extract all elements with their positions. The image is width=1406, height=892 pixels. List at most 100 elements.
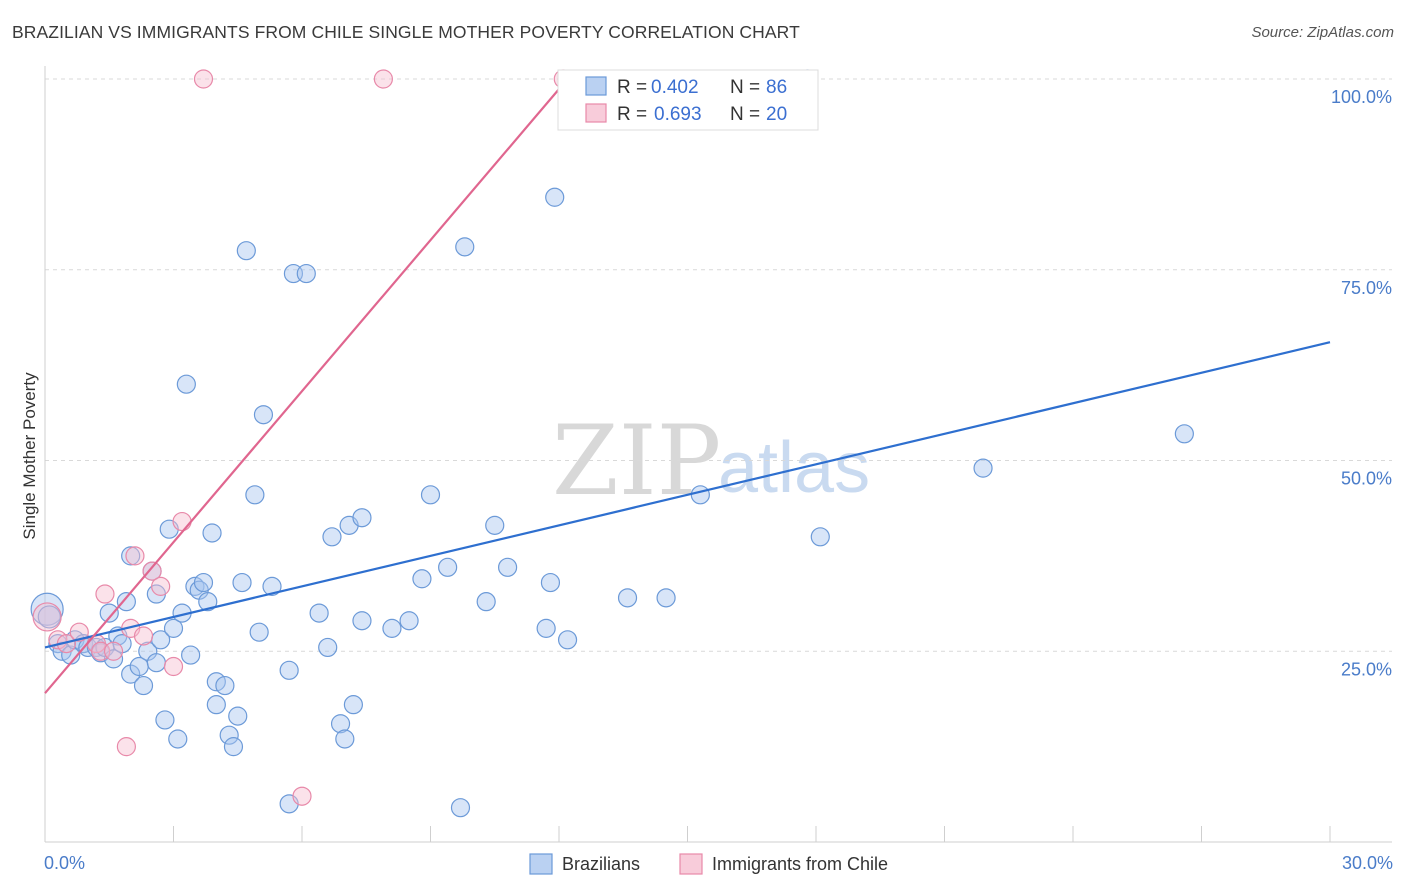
point-brazilians-60 [352,508,372,528]
point-brazilians-38 [206,695,226,715]
point-brazilians-78 [690,485,710,505]
point-chile-12 [142,561,162,581]
point-chile-6 [95,584,115,604]
point-brazilians-76 [617,588,638,608]
point-brazilians-80 [810,527,830,547]
point-brazilians-62 [382,618,402,638]
bottom-legend-swatch-blue [529,853,553,875]
series-legend: Brazilians Immigrants from Chile [529,853,888,875]
point-brazilians-28 [168,729,188,749]
point-brazilians-17 [121,546,141,566]
bottom-legend-swatch-pink [679,853,703,875]
point-brazilians-27 [163,618,184,638]
legend-r-value-2: 0.693 [654,104,702,125]
point-brazilians-59 [343,695,363,715]
point-brazilians-64 [412,569,432,589]
y-tick-label-75: 75.0% [1341,278,1392,298]
point-brazilians-82 [1174,424,1194,444]
point-chile-3 [69,622,89,642]
point-brazilians-34 [193,572,214,593]
point-brazilians-66 [438,557,458,577]
point-brazilians-52 [296,263,316,284]
point-chile-18 [373,69,393,89]
source-label: Source: ZipAtlas.com [1251,24,1394,41]
point-brazilians-65 [420,485,441,505]
point-brazilians-81 [973,458,993,478]
legend-swatch-blue [585,76,607,96]
point-brazilians-63 [399,611,419,631]
point-chile-10 [125,546,145,566]
watermark-atlas: atlas [718,428,870,508]
point-brazilians-35 [198,592,218,612]
point-brazilians-42 [228,706,248,726]
point-chile-15 [172,511,192,532]
y-tick-label-100: 100.0% [1331,87,1392,107]
point-brazilians-19 [133,675,154,696]
point-brazilians-15 [116,592,136,612]
point-brazilians-46 [249,622,269,642]
trend-lines [44,78,1331,694]
point-brazilians-48 [262,576,282,596]
point-brazilians-70 [485,515,505,535]
point-brazilians-77 [656,588,676,608]
point-brazilians-40 [219,725,239,745]
point-chile-13 [151,576,171,596]
legend-n-value-2: 20 [766,104,787,125]
legend-r-label-1: R = [617,77,647,98]
point-brazilians-53 [309,603,329,623]
legend-r-value-1: 0.402 [651,77,699,98]
point-brazilians-73 [540,572,561,593]
point-chile-7 [103,641,124,661]
axes [44,66,1392,843]
point-brazilians-71 [498,557,518,577]
point-brazilians-74 [545,187,565,207]
point-brazilians-61 [352,611,372,631]
point-chile-0 [32,602,62,632]
point-brazilians-43 [232,572,252,593]
point-brazilians-23 [146,653,166,673]
trend-line-chile [44,78,569,694]
point-brazilians-55 [322,527,342,547]
y-tick-label-50: 50.0% [1341,469,1392,489]
point-brazilians-69 [476,592,496,612]
point-brazilians-56 [330,714,351,734]
point-brazilians-57 [335,729,355,749]
legend-swatch-pink [585,103,607,123]
legend-n-value-1: 86 [766,77,787,98]
tick-labels: 25.0% 50.0% 75.0% 100.0% 0.0% 30.0% [44,87,1393,873]
x-tick-label-30: 30.0% [1342,853,1393,873]
y-tick-label-25: 25.0% [1341,659,1392,679]
stats-legend: R = 0.402 N = 86 R = 0.693 N = 20 [557,69,819,131]
point-brazilians-67 [450,798,471,818]
point-brazilians-75 [557,630,578,650]
point-brazilians-39 [215,675,235,696]
point-brazilians-1 [37,605,61,629]
y-axis-label: Single Mother Poverty [20,372,39,540]
legend-n-label-1: N = [730,77,760,98]
point-brazilians-47 [253,405,274,425]
bottom-legend-label-chile: Immigrants from Chile [712,854,888,874]
chart-title: BRAZILIAN VS IMMIGRANTS FROM CHILE SINGL… [12,22,800,42]
point-brazilians-45 [245,485,265,505]
x-tick-label-0: 0.0% [44,853,85,873]
point-chile-17 [292,786,312,806]
series-brazilians [30,69,1194,818]
point-brazilians-54 [318,637,338,658]
point-brazilians-11 [99,603,119,623]
trend-line-brazilians [44,341,1331,649]
point-brazilians-68 [455,237,475,257]
point-brazilians-25 [155,710,175,730]
point-chile-11 [133,626,154,646]
watermark: ZIP atlas [552,405,870,517]
point-brazilians-44 [236,241,256,261]
legend-r-label-2: R = [617,104,647,125]
point-chile-14 [163,656,184,677]
legend-n-label-2: N = [730,104,760,125]
point-brazilians-0 [30,592,64,626]
point-brazilians-72 [536,618,556,638]
point-brazilians-41 [223,737,244,757]
point-brazilians-49 [279,660,299,680]
bottom-legend-label-brazilians: Brazilians [562,854,640,874]
point-brazilians-36 [202,523,222,543]
